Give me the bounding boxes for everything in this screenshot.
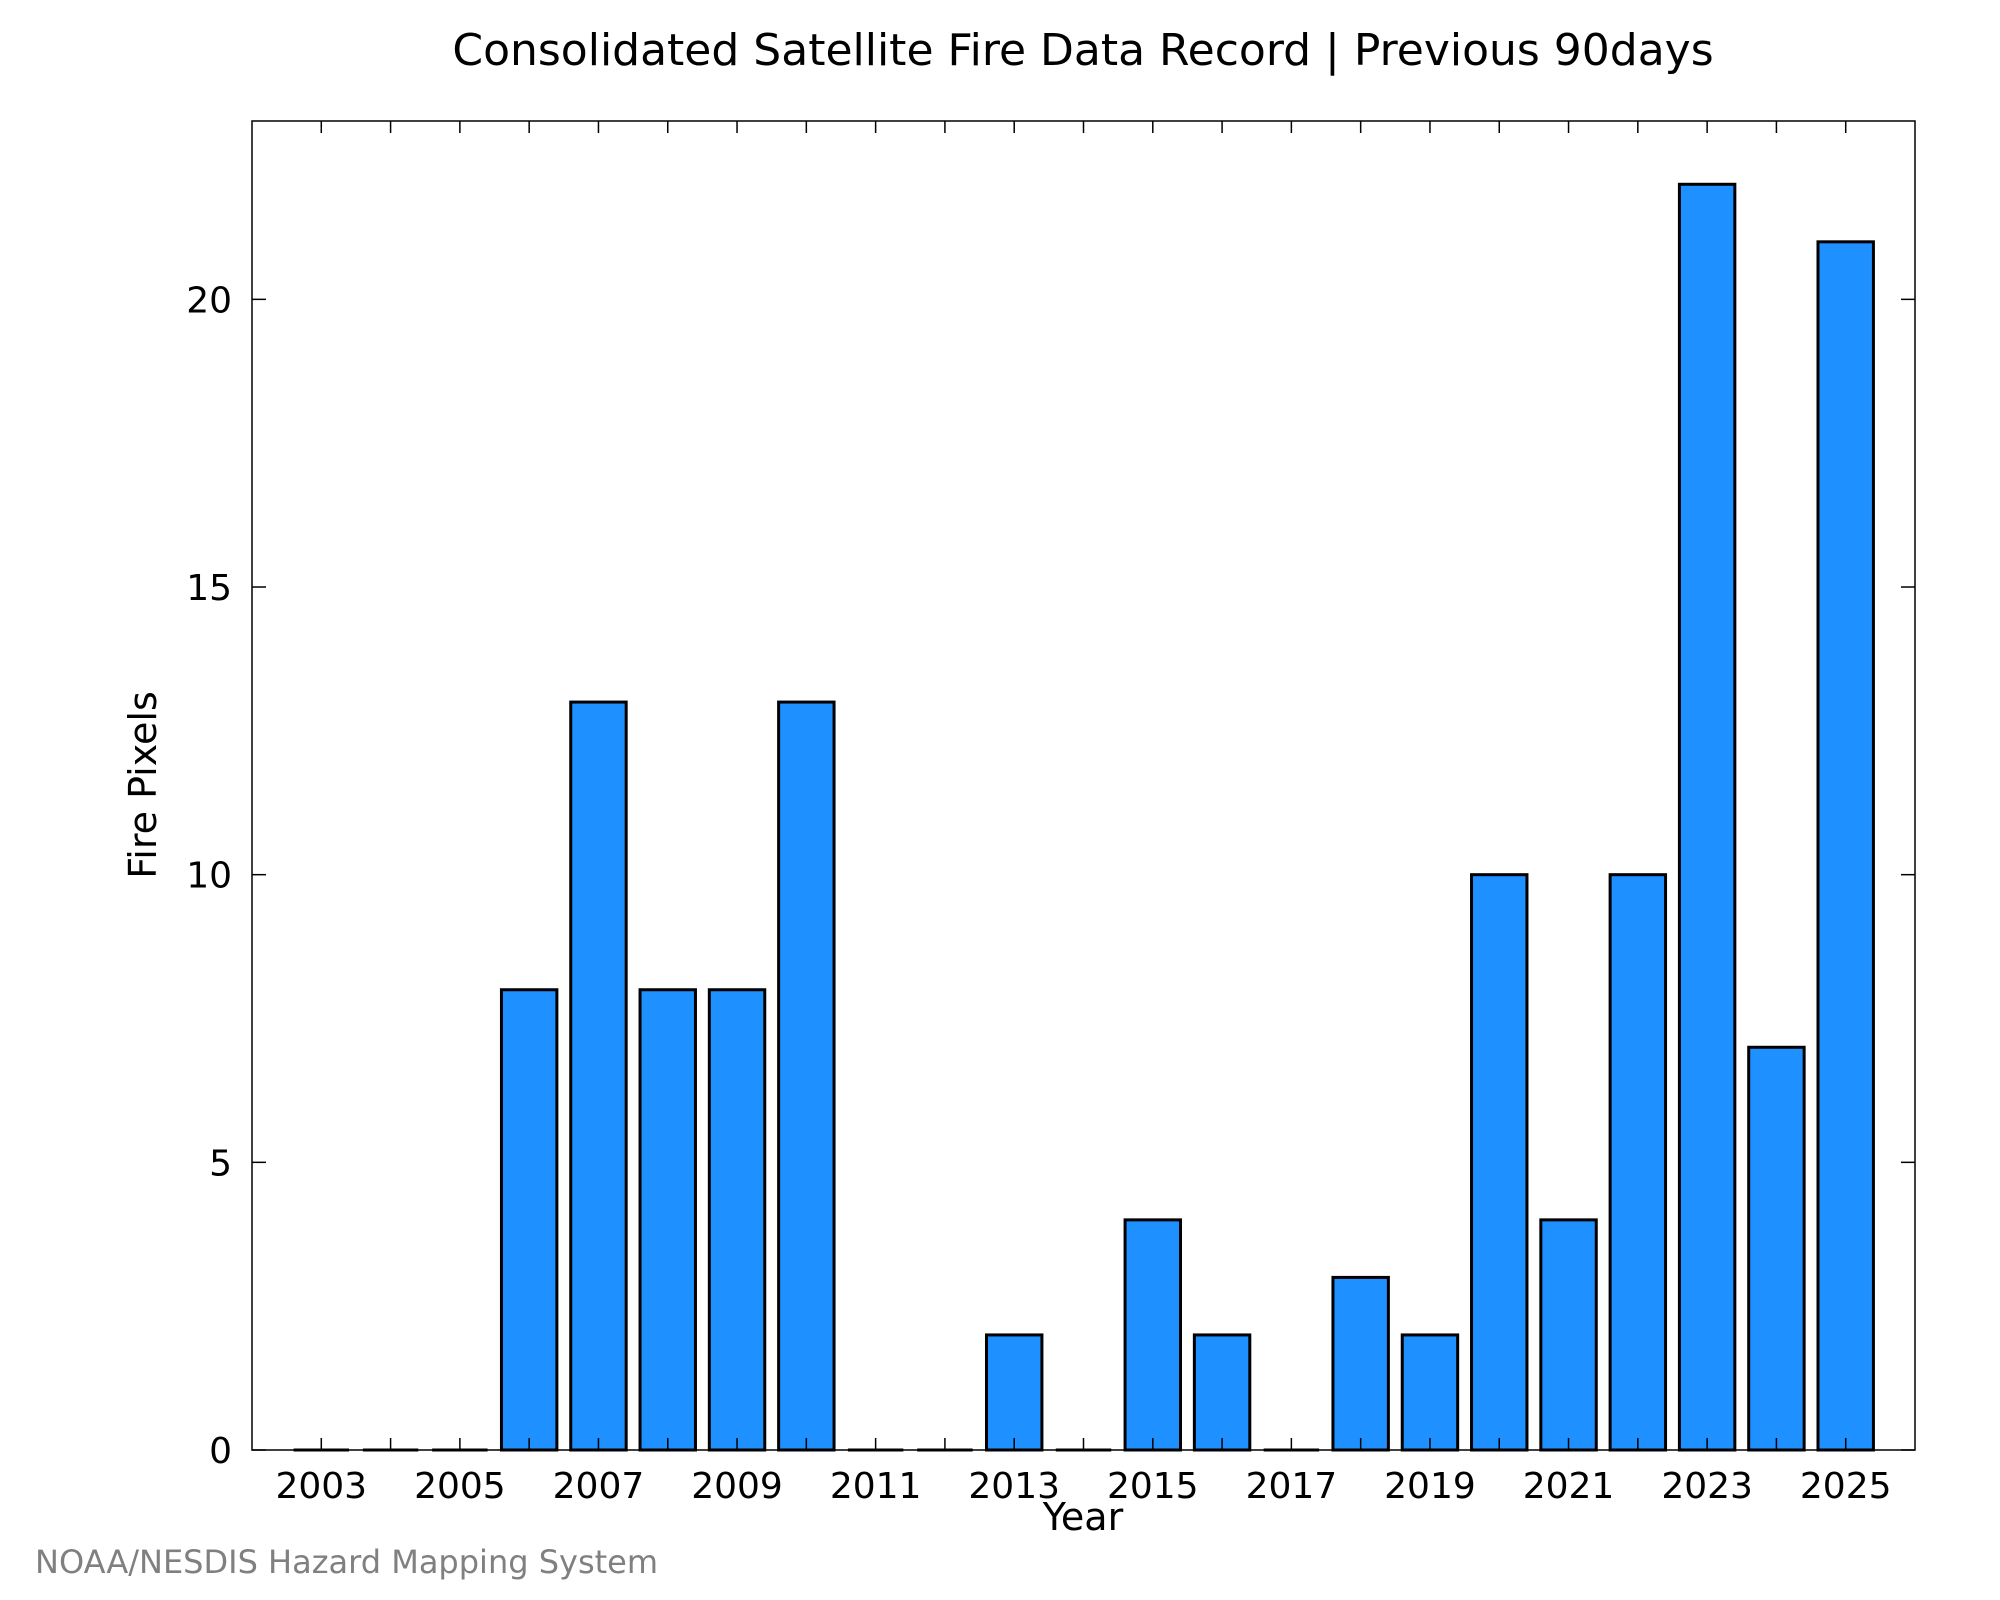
y-tick-label-20: 20 (186, 280, 232, 321)
x-tick-label-2007: 2007 (553, 1466, 645, 1507)
y-tick-label-5: 5 (209, 1143, 232, 1184)
bar-2007 (569, 700, 628, 1452)
y-axis-label: Fire Pixels (121, 691, 165, 879)
bars-group (293, 182, 1875, 1452)
bar-2018 (1331, 1275, 1390, 1452)
bar-2008 (638, 988, 697, 1452)
x-tick-label-2013: 2013 (968, 1466, 1060, 1507)
x-tick-label-2009: 2009 (691, 1466, 783, 1507)
x-tick-label-2021: 2021 (1523, 1466, 1615, 1507)
x-tick-label-2005: 2005 (414, 1466, 506, 1507)
x-tick-label-2015: 2015 (1107, 1466, 1199, 1507)
bar-2006 (499, 988, 559, 1452)
y-tick-label-0: 0 (209, 1431, 232, 1472)
x-tick-label-2011: 2011 (830, 1466, 922, 1507)
x-tick-label-2025: 2025 (1800, 1466, 1892, 1507)
bar-2016 (1192, 1333, 1252, 1452)
bar-2021 (1539, 1218, 1598, 1452)
x-tick-label-2003: 2003 (275, 1466, 367, 1507)
bar-2013 (984, 1333, 1044, 1452)
bar-2024 (1747, 1045, 1806, 1452)
x-tick-label-2017: 2017 (1246, 1466, 1338, 1507)
bar-2022 (1608, 873, 1668, 1452)
x-axis-label: Year (1042, 1495, 1124, 1539)
x-tick-label-2023: 2023 (1661, 1466, 1753, 1507)
bar-2020 (1470, 873, 1529, 1452)
y-tick-label-15: 15 (186, 568, 232, 609)
bar-2015 (1123, 1218, 1183, 1452)
bar-2019 (1400, 1333, 1460, 1452)
bar-2023 (1677, 182, 1737, 1452)
ticks-group: 2003 2005 2007 2009 2011 2013 2015 2017 2019 2021… (186, 121, 1915, 1507)
bar-2009 (707, 988, 767, 1452)
chart-title: Consolidated Satellite Fire Data Record … (452, 25, 1713, 76)
bar-2010 (777, 700, 836, 1452)
credit-text: NOAA/NESDIS Hazard Mapping System (35, 1543, 658, 1581)
bar-2025 (1816, 240, 1875, 1452)
x-tick-label-2019: 2019 (1384, 1466, 1476, 1507)
y-tick-label-10: 10 (186, 856, 232, 897)
